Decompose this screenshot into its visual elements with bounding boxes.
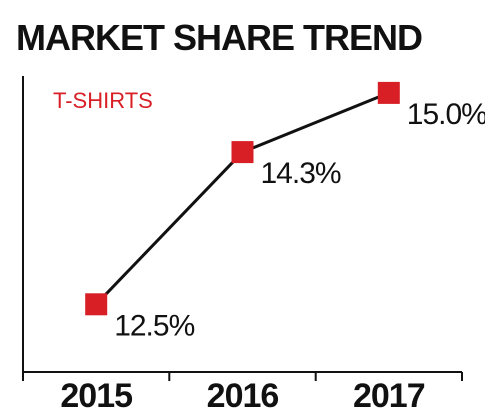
trend-line bbox=[95, 91, 390, 306]
chart-title: MARKET SHARE TREND bbox=[16, 17, 422, 58]
x-tick-label: 2016 bbox=[207, 377, 279, 415]
series-layer bbox=[85, 81, 400, 316]
data-label: 15.0% bbox=[407, 98, 485, 131]
data-label: 14.3% bbox=[261, 157, 341, 190]
x-tick-label: 2015 bbox=[60, 377, 132, 415]
data-point-marker bbox=[377, 81, 400, 104]
data-label: 12.5% bbox=[114, 309, 194, 342]
series-label: T-SHIRTS bbox=[53, 88, 153, 113]
data-point-marker bbox=[85, 293, 108, 316]
x-tick-label: 2017 bbox=[353, 377, 425, 415]
data-labels: 12.5% 14.3% 15.0% bbox=[114, 98, 485, 342]
data-point-marker bbox=[231, 141, 254, 164]
x-tick-marks bbox=[22, 372, 463, 381]
x-tick-labels: 2015 2016 2017 bbox=[60, 377, 425, 415]
